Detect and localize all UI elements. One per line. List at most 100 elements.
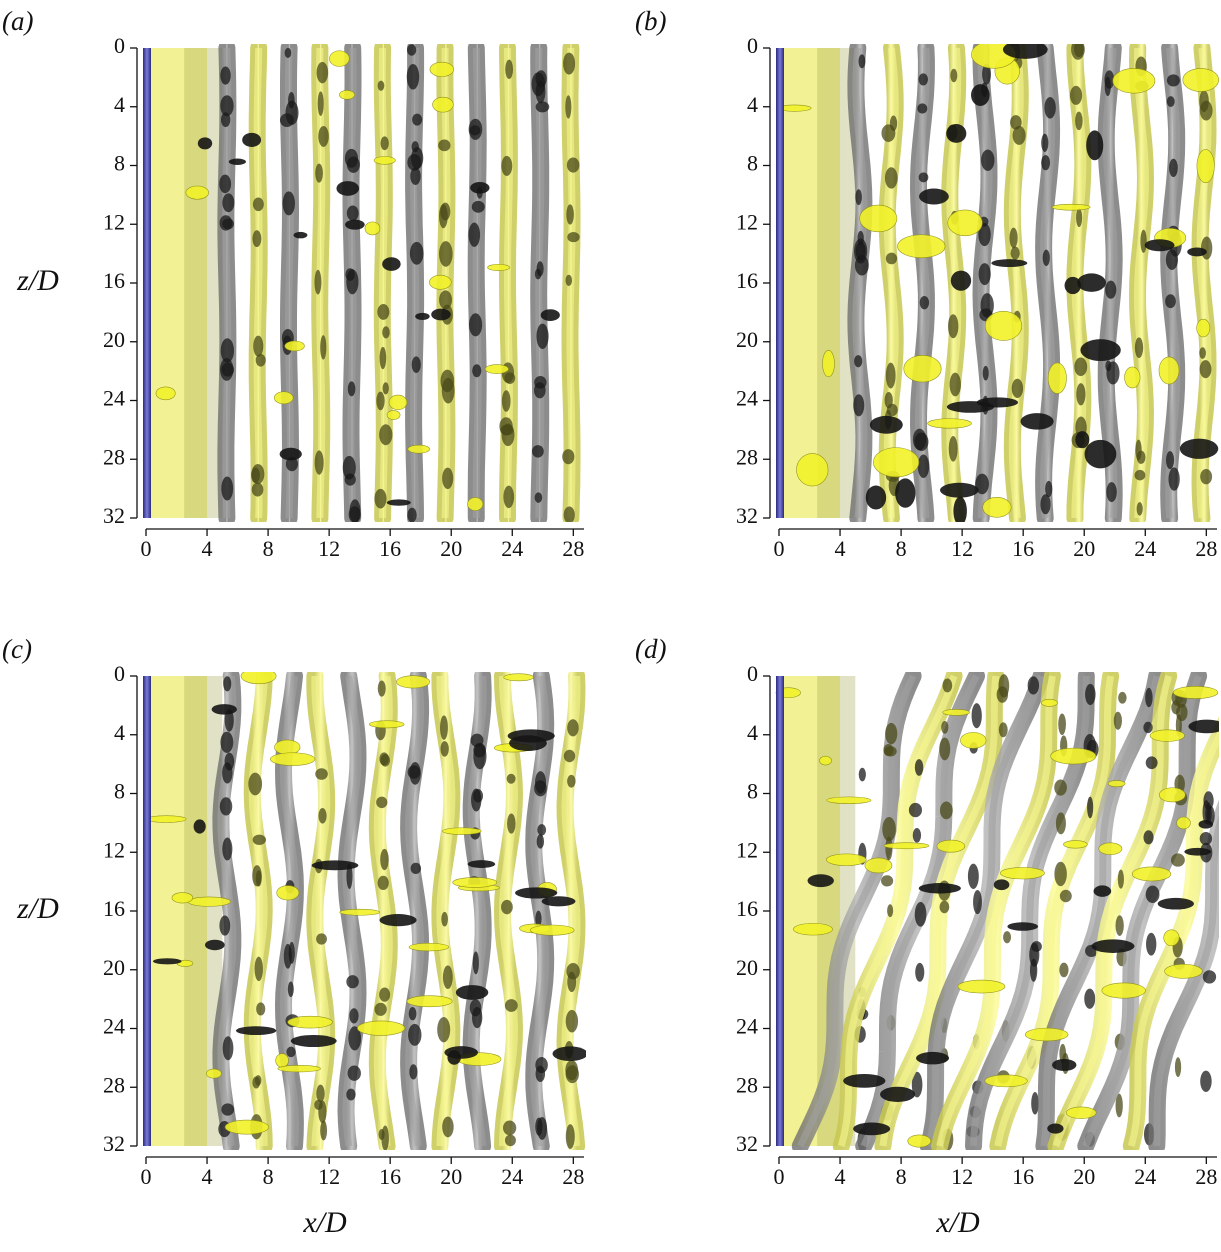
vortex-blob (1145, 885, 1160, 904)
vortex-structure (407, 444, 430, 454)
vortex-structure (382, 257, 401, 271)
x-axis-label: x/D (935, 1206, 980, 1239)
wall-slab (146, 48, 208, 518)
vortex-structure (284, 340, 305, 352)
vortex-blob (224, 709, 234, 732)
vortex-blob (314, 269, 322, 295)
vortex-blob (222, 1036, 234, 1061)
vortex-structure (927, 418, 972, 429)
wall-slab-shade (817, 48, 856, 518)
vortex-structure (1179, 438, 1219, 459)
vortex-blob (1084, 988, 1096, 1009)
vortex-structure (290, 1034, 337, 1048)
vortex-blob (567, 232, 580, 243)
vortex-structure (916, 1051, 950, 1065)
x-tick-label: 4 (835, 1164, 846, 1189)
vortex-structure (946, 124, 967, 143)
vortex-tube-core (837, 674, 958, 1147)
vortex-blob (1145, 756, 1158, 770)
y-tick-label: 24 (736, 386, 758, 411)
plot-area (776, 44, 1219, 522)
vortex-blob (376, 391, 385, 411)
vortex-structure (373, 156, 396, 165)
vortex-structure (388, 394, 408, 410)
vortex-structure (146, 815, 187, 823)
vortex-blob (981, 149, 995, 171)
vortex-blob (534, 780, 547, 797)
y-tick-label: 28 (736, 444, 758, 469)
y-tick-label: 4 (114, 720, 125, 745)
vortex-blob (1027, 676, 1040, 695)
vortex-structure (187, 896, 231, 907)
vortex-blob (885, 722, 898, 745)
vortex-structure (444, 1046, 478, 1059)
vortex-blob (222, 193, 235, 213)
vortex-structure (1124, 366, 1141, 389)
panel-label: (b) (635, 6, 666, 36)
vortex-blob (315, 163, 323, 183)
y-tick-label: 12 (103, 837, 125, 862)
vortex-structure (503, 673, 534, 682)
vortex-structure (1080, 339, 1121, 362)
vortex-structure (1187, 247, 1207, 257)
vortex-structure (274, 739, 301, 755)
vortex-structure (873, 447, 920, 478)
vortex-blob (911, 1071, 923, 1098)
vortex-structure (869, 415, 903, 434)
vortex-tube-core (1082, 674, 1202, 1148)
vortex-blob (947, 314, 959, 339)
vortex-blob (1136, 450, 1146, 464)
vortex-tube-core (504, 47, 513, 518)
x-tick-label: 8 (263, 1164, 274, 1189)
vortex-blob (917, 454, 930, 478)
vortex-tube-core (311, 675, 331, 1147)
vortex-blob (407, 507, 417, 522)
vortex-structure (826, 796, 872, 805)
vortex-blob (535, 910, 542, 928)
vortex-blob (382, 382, 389, 395)
vortex-structure (171, 892, 194, 904)
vortex-blob (1136, 502, 1143, 516)
vortex-blob (885, 252, 898, 265)
y-tick-label: 32 (736, 1131, 758, 1156)
vortex-blob (1076, 208, 1083, 228)
vortex-blob (998, 722, 1008, 738)
vortex-tube-core (1133, 47, 1150, 519)
vortex-structure (293, 231, 308, 239)
vortex-blob (220, 357, 234, 381)
vortex-blob (442, 1116, 454, 1138)
vortex-blob (1010, 115, 1022, 130)
vortex-blob (998, 674, 1010, 698)
vortex-blob (1199, 831, 1213, 846)
vortex-structure (950, 270, 972, 291)
x-tick-label: 28 (1195, 1164, 1217, 1189)
vortex-blob (439, 290, 453, 310)
vortex-blob (219, 915, 231, 936)
vortex-structure (1064, 276, 1082, 295)
vortex-blob (252, 197, 264, 212)
vortex-structure (277, 1065, 321, 1073)
vortex-structure (228, 158, 246, 165)
vortex-structure (1002, 44, 1048, 59)
x-tick-label: 0 (774, 1164, 785, 1189)
vortex-structure (415, 312, 430, 320)
vortex-blob (1042, 249, 1050, 267)
vortex-blob (379, 987, 391, 1002)
vortex-blob (1165, 451, 1175, 470)
vortex-blob (220, 338, 234, 363)
vortex-blob (1031, 941, 1042, 952)
vortex-blob (285, 456, 298, 472)
x-tick-label: 8 (896, 536, 907, 561)
vortex-blob (1087, 796, 1094, 819)
vortex-structure (235, 1026, 277, 1036)
vortex-structure (211, 704, 237, 715)
vortex-structure (1131, 866, 1172, 882)
vortex-structure (1157, 897, 1194, 910)
vortex-blob (254, 956, 263, 982)
vortex-blob (1117, 869, 1124, 889)
vortex-blob (1054, 779, 1067, 796)
wall-slab-shade (184, 48, 223, 518)
vortex-blob (219, 215, 233, 231)
vortex-tube-core (936, 675, 1056, 1147)
